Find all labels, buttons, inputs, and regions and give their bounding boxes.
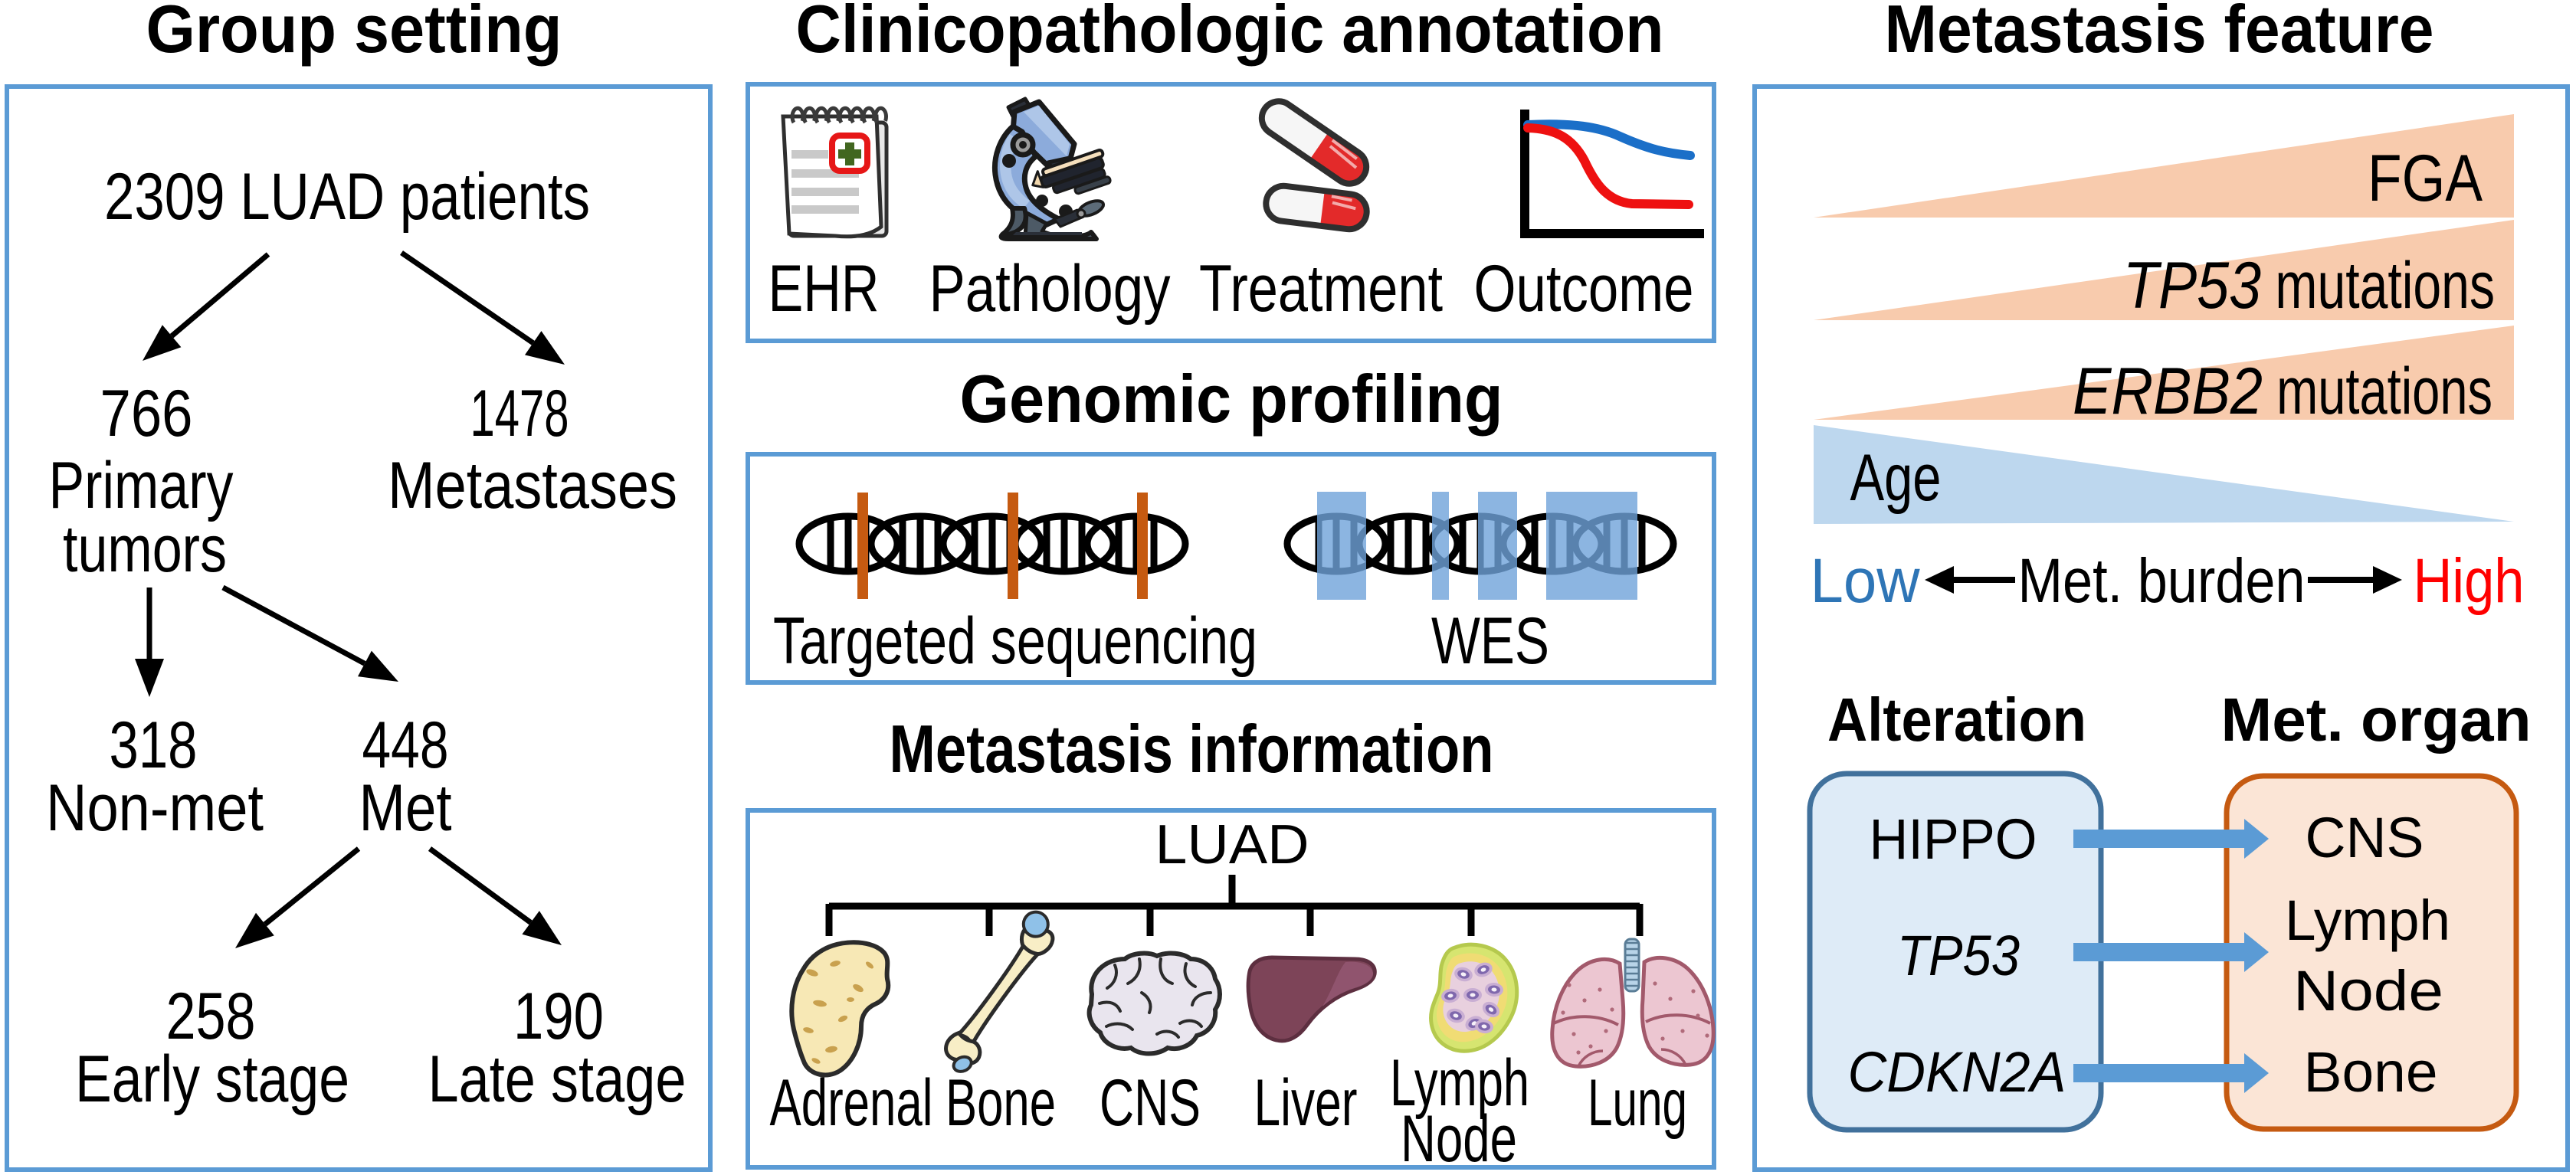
svg-text:Met. burden: Met. burden: [2018, 546, 2306, 616]
svg-text:Clinicopathologic annotation: Clinicopathologic annotation: [796, 0, 1664, 67]
svg-text:Group setting: Group setting: [146, 0, 562, 67]
svg-text:Age: Age: [1850, 441, 1942, 515]
svg-text:Bone: Bone: [946, 1066, 1056, 1140]
svg-text:1478: 1478: [470, 377, 569, 450]
svg-text:448: 448: [362, 709, 449, 782]
svg-text:Metastasis information: Metastasis information: [890, 711, 1494, 787]
svg-text:Lymph: Lymph: [2285, 889, 2450, 952]
svg-text:ERBB2 mutations: ERBB2 mutations: [2073, 355, 2492, 428]
svg-text:Metastases: Metastases: [388, 449, 677, 522]
svg-text:High: High: [2414, 546, 2525, 616]
svg-text:190: 190: [513, 980, 604, 1053]
svg-text:318: 318: [110, 709, 198, 782]
svg-text:Node: Node: [1401, 1102, 1517, 1175]
svg-text:TP53 mutations: TP53 mutations: [2123, 249, 2495, 322]
svg-text:Bone: Bone: [2304, 1040, 2438, 1104]
svg-text:Outcome: Outcome: [1474, 252, 1694, 326]
svg-text:Lymph: Lymph: [1390, 1046, 1529, 1120]
svg-text:Early stage: Early stage: [75, 1042, 349, 1116]
svg-text:CDKN2A: CDKN2A: [1848, 1040, 2066, 1104]
svg-text:CNS: CNS: [2306, 806, 2424, 869]
svg-text:tumors: tumors: [63, 512, 227, 586]
svg-text:EHR: EHR: [769, 252, 880, 326]
svg-text:766: 766: [100, 377, 193, 450]
svg-text:Targeted sequencing: Targeted sequencing: [773, 604, 1257, 678]
svg-text:TP53: TP53: [1897, 924, 2020, 987]
svg-text:Liver: Liver: [1254, 1066, 1358, 1140]
svg-text:Non-met: Non-met: [46, 771, 264, 845]
svg-text:Metastasis feature: Metastasis feature: [1885, 0, 2434, 67]
svg-text:Node: Node: [2293, 959, 2443, 1023]
svg-text:Met. organ: Met. organ: [2221, 686, 2532, 754]
svg-text:Alteration: Alteration: [1827, 686, 2086, 754]
svg-text:258: 258: [166, 980, 256, 1053]
svg-text:WES: WES: [1431, 604, 1549, 678]
svg-text:CNS: CNS: [1100, 1066, 1201, 1140]
svg-text:HIPPO: HIPPO: [1870, 807, 2037, 871]
svg-text:Met: Met: [359, 771, 452, 845]
svg-text:FGA: FGA: [2368, 142, 2483, 215]
svg-text:Genomic profiling: Genomic profiling: [960, 361, 1503, 437]
svg-text:Low: Low: [1811, 546, 1921, 616]
svg-text:Late stage: Late stage: [428, 1042, 687, 1116]
svg-text:Primary: Primary: [49, 449, 234, 522]
svg-text:LUAD: LUAD: [1155, 814, 1309, 876]
svg-text:Adrenal: Adrenal: [770, 1066, 933, 1140]
svg-text:2309 LUAD patients: 2309 LUAD patients: [104, 160, 590, 234]
svg-text:Treatment: Treatment: [1199, 252, 1443, 326]
svg-text:Lung: Lung: [1588, 1066, 1687, 1140]
svg-text:Pathology: Pathology: [929, 252, 1171, 326]
